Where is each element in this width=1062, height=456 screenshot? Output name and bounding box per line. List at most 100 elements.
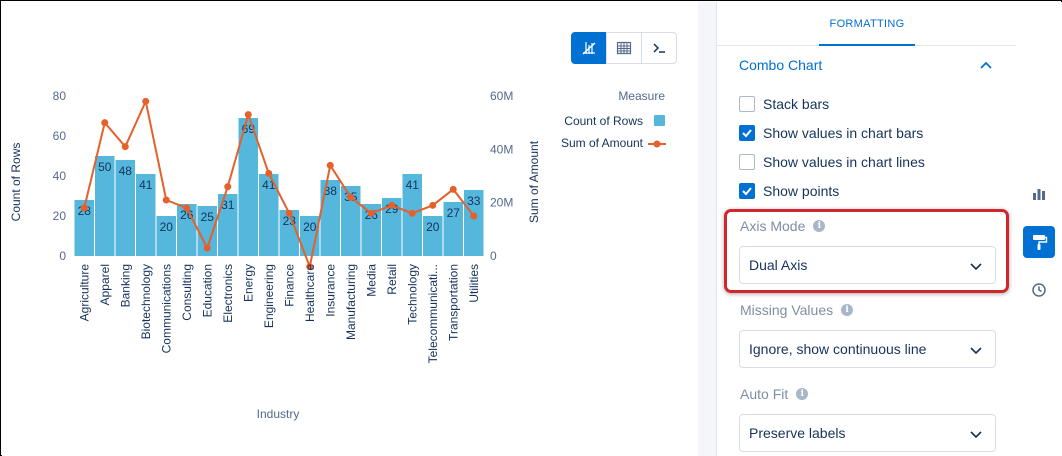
bar-value-label: 20 [426,220,440,234]
axis-mode-select[interactable]: Dual Axis [739,246,996,284]
query-mode-button[interactable] [641,32,677,64]
checkbox-label: Show values in chart lines [763,154,925,170]
bar[interactable] [320,180,341,256]
bar[interactable] [115,160,136,256]
legend-item-count-label[interactable]: Count of Rows [564,114,643,128]
chevron-down-icon [970,347,982,355]
show-values-bars-checkbox[interactable] [739,125,755,141]
x-axis-title: Industry [257,407,300,421]
stack-bars-checkbox[interactable] [739,96,755,112]
bar-value-label: 25 [201,210,215,224]
amount-point[interactable] [142,97,150,105]
bar-value-label: 20 [303,220,317,234]
x-axis-tick-label: Utilities [467,264,481,303]
chart-view-button[interactable] [571,32,607,64]
auto-fit-label: Auto Fit i [740,386,809,402]
amount-point[interactable] [244,111,252,119]
view-toolbar [571,32,677,64]
bar[interactable] [259,174,279,256]
show-points-checkbox[interactable] [739,183,755,199]
checkbox-row-show-values-lines[interactable]: Show values in chart lines [739,152,925,172]
x-axis-tick-label: Biotechnology [139,264,153,339]
checkbox-row-show-points[interactable]: Show points [739,181,839,201]
tab-formatting[interactable]: FORMATTING [819,2,915,46]
history-button[interactable] [1023,274,1055,306]
missing-values-select[interactable]: Ignore, show continuous line [739,330,996,368]
legend: Measure Count of Rows Sum of Amount [561,89,666,150]
y-axis-title-left: Count of Rows [9,143,23,222]
amount-point[interactable] [326,161,334,169]
formatting-button[interactable] [1023,226,1055,258]
amount-point[interactable] [347,193,355,201]
bar[interactable] [74,200,95,256]
legend-item-amount-label[interactable]: Sum of Amount [561,136,644,150]
amount-point[interactable] [470,212,478,220]
x-axis-tick-label: Healthcare [303,264,317,322]
missing-values-label: Missing Values i [740,302,854,318]
x-axis-tick-label: Telecommunicati... [426,264,440,363]
left-axis-tick-label: 60 [53,129,67,143]
formatting-panel: FORMATTING Combo Chart Stack bars Show v… [716,2,1017,456]
amount-point[interactable] [306,263,314,271]
checkmark-icon [742,129,752,138]
side-rail [1016,2,1062,456]
bar[interactable] [197,206,218,256]
checkbox-label: Stack bars [763,96,830,112]
amount-point[interactable] [285,209,293,217]
info-icon[interactable]: i [813,220,826,232]
legend-title: Measure [618,89,665,103]
bar[interactable] [136,174,156,256]
x-axis-tick-label: Media [364,264,378,297]
x-axis-tick-label: Banking [118,264,132,307]
axis-mode-highlight-callout [724,209,1009,293]
x-axis-tick-label: Apparel [98,264,112,305]
checkbox-row-stack-bars[interactable]: Stack bars [739,94,829,114]
bar[interactable] [279,210,300,256]
right-axis-tick-label: 20M [490,196,513,210]
amount-point[interactable] [429,201,437,209]
legend-swatch-point [653,140,661,148]
axis-mode-label-text: Axis Mode [740,218,806,234]
amount-point[interactable] [80,204,88,212]
show-values-lines-checkbox[interactable] [739,154,755,170]
amount-point[interactable] [388,201,396,209]
bar[interactable] [341,186,361,256]
amount-point[interactable] [265,169,273,177]
info-icon[interactable]: i [841,304,854,316]
amount-point[interactable] [449,185,457,193]
chart-properties-button[interactable] [1023,178,1055,210]
x-axis-tick-label: Finance [282,264,296,307]
auto-fit-value: Preserve labels [749,425,846,441]
auto-fit-select[interactable]: Preserve labels [739,414,996,452]
amount-point[interactable] [224,183,232,191]
bar[interactable] [464,190,484,256]
bar[interactable] [238,118,259,256]
panel-tabbar: FORMATTING [717,2,1017,46]
amount-point[interactable] [408,209,416,217]
info-icon[interactable]: i [796,388,809,400]
checkbox-row-show-values-bars[interactable]: Show values in chart bars [739,123,923,143]
amount-point[interactable] [101,119,109,127]
amount-point[interactable] [203,244,211,252]
history-clock-icon [1032,283,1046,297]
bar[interactable] [361,204,382,256]
right-axis-tick-label: 40M [490,142,513,156]
bar-value-label: 27 [447,206,461,220]
amount-point[interactable] [183,204,191,212]
bar[interactable] [95,156,115,256]
bar[interactable] [443,202,464,256]
bar[interactable] [218,194,238,256]
bar-value-label: 26 [180,208,194,222]
amount-point[interactable] [162,196,170,204]
bar[interactable] [423,216,443,256]
x-axis-tick-label: Engineering [262,264,276,328]
amount-point[interactable] [367,209,375,217]
bar-value-label: 33 [467,194,481,208]
chevron-up-icon[interactable] [979,59,993,73]
amount-point[interactable] [121,143,129,151]
bar[interactable] [382,198,402,256]
formatting-paintbrush-icon [1033,235,1048,250]
combo-chart-section-header[interactable]: Combo Chart [739,57,999,79]
bar[interactable] [156,216,177,256]
